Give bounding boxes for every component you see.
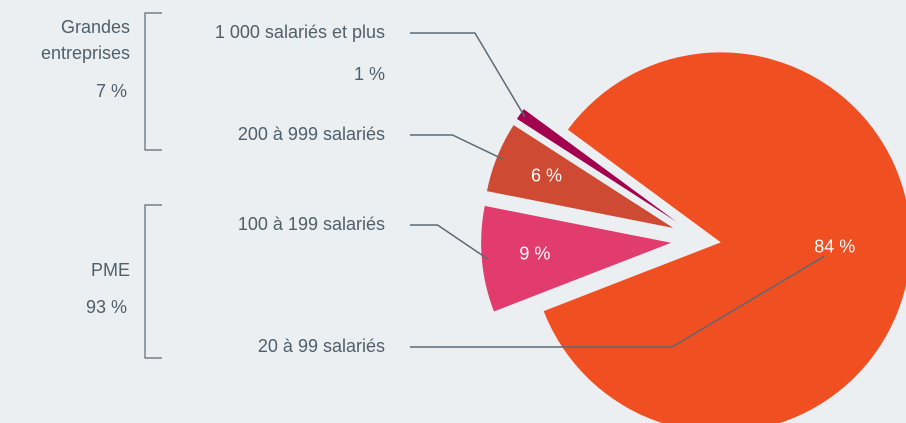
category-label: 100 à 199 salariés xyxy=(238,214,385,234)
leader-line xyxy=(410,224,488,260)
group-name: Grandes entreprises xyxy=(40,17,130,63)
pie-slice xyxy=(481,205,672,312)
leader-line xyxy=(410,255,825,348)
pie-slice xyxy=(486,125,674,229)
value-label: 1 % xyxy=(354,64,385,84)
pie-slice xyxy=(516,109,677,222)
group-value: 93 % xyxy=(86,297,127,317)
category-label: 20 à 99 salariés xyxy=(258,336,385,356)
group-bracket xyxy=(144,12,162,151)
group-name: PME xyxy=(90,260,130,280)
category-label: 200 à 999 salariés xyxy=(238,124,385,144)
pie-slice xyxy=(543,52,906,423)
value-label: 6 % xyxy=(531,166,562,186)
group-bracket xyxy=(144,204,162,359)
value-label: 9 % xyxy=(519,243,550,263)
leader-line xyxy=(410,134,503,160)
group-value: 7 % xyxy=(96,81,127,101)
leader-line xyxy=(410,32,526,118)
category-label: 1 000 salariés et plus xyxy=(215,22,385,42)
value-label: 84 % xyxy=(814,236,855,256)
